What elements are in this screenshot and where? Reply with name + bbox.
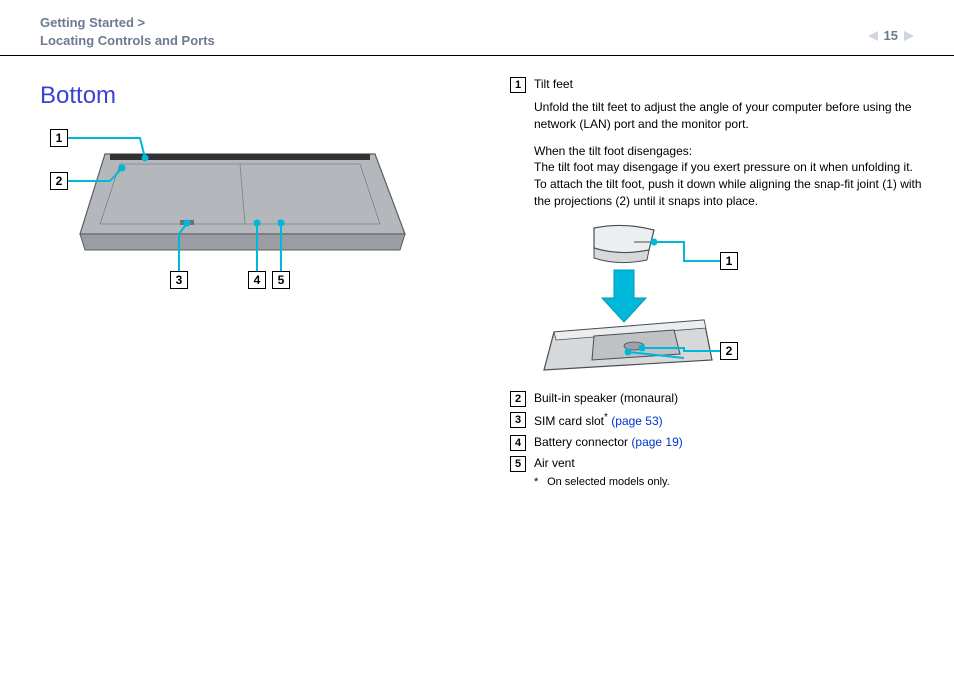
item-1-desc2-title: When the tilt foot disengages: xyxy=(534,144,692,158)
tilt-foot-diagram: 1 2 xyxy=(534,220,744,380)
list-item: 2 Built-in speaker (monaural) xyxy=(510,390,926,407)
callout-3: 3 xyxy=(170,271,188,289)
item-label: Battery connector (page 19) xyxy=(534,434,926,451)
next-page-icon[interactable] xyxy=(904,31,914,41)
item-1-desc1: Unfold the tilt feet to adjust the angle… xyxy=(534,99,926,133)
item-label: Tilt feet xyxy=(534,76,926,93)
page-nav: 15 xyxy=(868,28,914,43)
prev-page-icon[interactable] xyxy=(868,31,878,41)
laptop-bottom-svg xyxy=(50,124,430,304)
foot-callout-2: 2 xyxy=(720,342,738,360)
tilt-foot-svg xyxy=(534,220,744,380)
left-column: Bottom xyxy=(40,76,480,488)
breadcrumb: Getting Started > Locating Controls and … xyxy=(40,14,215,49)
item-number: 3 xyxy=(510,412,526,428)
list-item: 3 SIM card slot* (page 53) xyxy=(510,411,926,430)
right-column: 1 Tilt feet Unfold the tilt feet to adju… xyxy=(510,76,926,488)
item-label: Built-in speaker (monaural) xyxy=(534,390,926,407)
asterisk: * xyxy=(534,476,544,488)
item-1-desc2: When the tilt foot disengages: The tilt … xyxy=(534,143,926,210)
page-link[interactable]: (page 19) xyxy=(631,435,682,449)
content: Bottom xyxy=(0,56,954,488)
item-label: SIM card slot* (page 53) xyxy=(534,411,926,430)
footnote-text: On selected models only. xyxy=(547,476,670,488)
list-item: 4 Battery connector (page 19) xyxy=(510,434,926,451)
foot-callout-1: 1 xyxy=(720,252,738,270)
page-header: Getting Started > Locating Controls and … xyxy=(0,0,954,56)
list-item: 5 Air vent xyxy=(510,455,926,472)
section-title: Bottom xyxy=(40,82,480,110)
footnote: * On selected models only. xyxy=(534,476,926,488)
item-4-label: Battery connector xyxy=(534,435,628,449)
item-number: 1 xyxy=(510,77,526,93)
callout-2: 2 xyxy=(50,172,68,190)
callout-4: 4 xyxy=(248,271,266,289)
bottom-diagram: 1 2 3 4 5 xyxy=(50,124,430,304)
page-number: 15 xyxy=(884,28,898,43)
callout-1: 1 xyxy=(50,129,68,147)
item-number: 4 xyxy=(510,435,526,451)
breadcrumb-line2: Locating Controls and Ports xyxy=(40,32,215,50)
item-number: 5 xyxy=(510,456,526,472)
item-3-label: SIM card slot xyxy=(534,414,604,428)
breadcrumb-line1: Getting Started > xyxy=(40,14,215,32)
item-1-desc2-body: The tilt foot may disengage if you exert… xyxy=(534,160,922,208)
item-number: 2 xyxy=(510,391,526,407)
page-link[interactable]: (page 53) xyxy=(611,414,662,428)
item-3-sup: * xyxy=(604,412,608,423)
callout-5: 5 xyxy=(272,271,290,289)
list-item: 1 Tilt feet xyxy=(510,76,926,93)
item-label: Air vent xyxy=(534,455,926,472)
